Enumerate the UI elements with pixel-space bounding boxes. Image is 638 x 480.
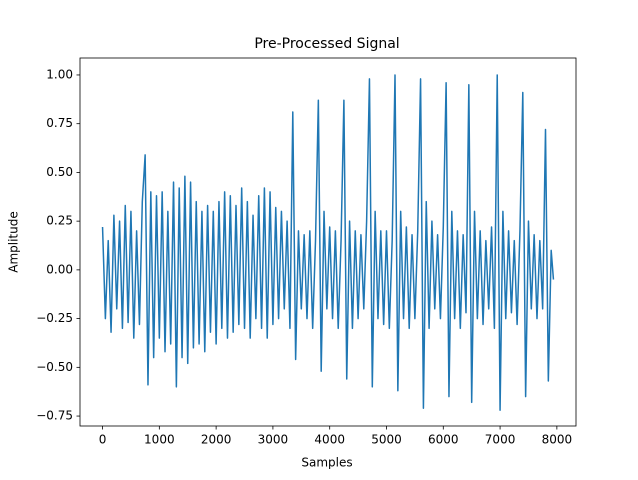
y-tick-label: 0.25	[46, 214, 73, 228]
x-tick-label: 3000	[258, 433, 289, 447]
y-tick-label: 0.00	[46, 262, 73, 276]
x-tick-label: 7000	[485, 433, 516, 447]
x-tick-label: 1000	[144, 433, 175, 447]
x-tick-label: 6000	[428, 433, 459, 447]
signal-line	[101, 74, 555, 411]
y-tick-label: 0.50	[46, 165, 73, 179]
x-tick-label: 0	[99, 433, 107, 447]
x-tick-label: 5000	[371, 433, 402, 447]
y-tick-label: −0.50	[36, 360, 73, 374]
plot-frame	[79, 57, 577, 427]
x-tick-label: 4000	[314, 433, 345, 447]
chart-title: Pre-Processed Signal	[254, 36, 399, 52]
y-tick-label: −0.25	[36, 311, 73, 325]
x-axis-label: Samples	[301, 456, 352, 470]
x-tick-label: 8000	[542, 433, 573, 447]
y-tick-label: −0.75	[36, 409, 73, 423]
y-axis-label: Amplitude	[7, 211, 21, 273]
y-tick-label: 1.00	[46, 67, 73, 81]
x-tick-label: 2000	[201, 433, 232, 447]
y-tick-label: 0.75	[46, 116, 73, 130]
